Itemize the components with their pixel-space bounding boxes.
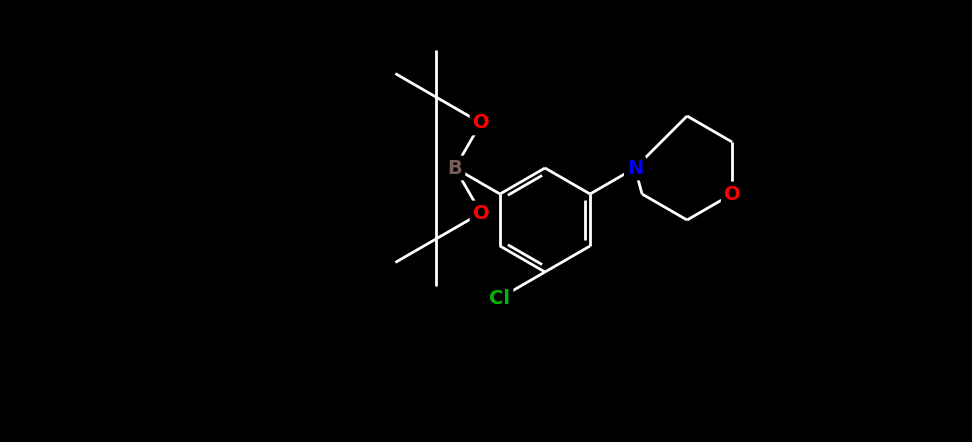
Text: B: B <box>447 159 463 178</box>
Text: Cl: Cl <box>490 289 510 308</box>
Text: O: O <box>724 184 741 203</box>
Text: O: O <box>472 203 489 222</box>
Text: O: O <box>472 114 489 133</box>
Text: N: N <box>627 159 643 178</box>
